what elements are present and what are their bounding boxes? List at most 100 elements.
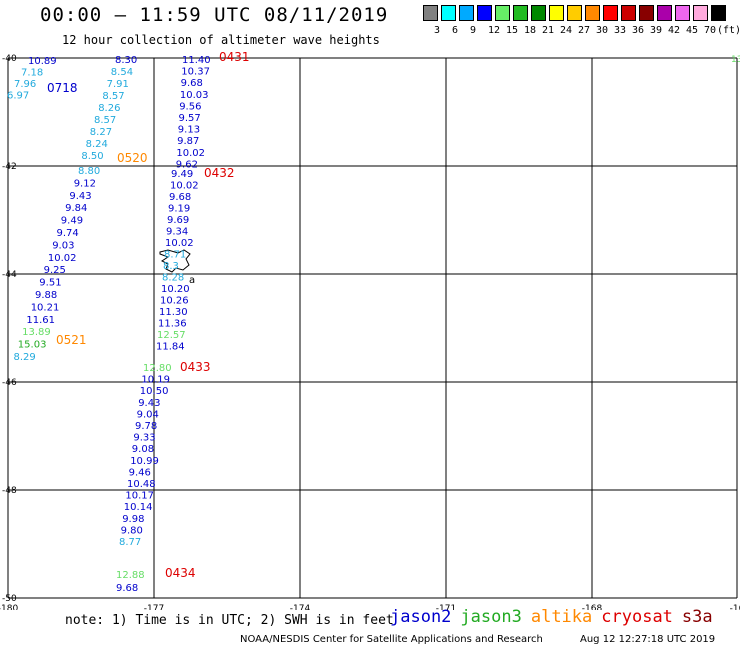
wave-height-value: 7.91 <box>107 79 129 90</box>
x-tick-label: -174 <box>290 604 311 610</box>
wave-height-value: 9.19 <box>168 204 190 215</box>
scale-swatch <box>603 5 618 21</box>
wave-height-value: 13.89 <box>22 327 51 338</box>
wave-height-value: 8.77 <box>119 537 141 548</box>
scale-swatch <box>711 5 726 21</box>
scale-swatch <box>549 5 564 21</box>
wave-height-value: 10.02 <box>170 181 199 192</box>
wave-height-value: 7.96 <box>14 79 36 90</box>
wave-height-value: 10.20 <box>161 284 190 295</box>
scale-swatch <box>585 5 600 21</box>
wave-height-value: 10.02 <box>48 253 77 264</box>
wave-height-value: 8.80 <box>78 166 100 177</box>
y-tick-label: -50 <box>2 594 17 604</box>
wave-height-value: 8.3 <box>163 261 179 272</box>
footer-note: note: 1) Time is in UTC; 2) SWH is in fe… <box>65 613 394 628</box>
scale-swatch <box>567 5 582 21</box>
wave-height-value: 9.87 <box>177 136 199 147</box>
y-tick-label: -48 <box>2 486 17 496</box>
y-tick-label: -42 <box>2 162 17 172</box>
scale-label: 12 <box>488 25 501 36</box>
y-tick-label: -40 <box>2 54 17 64</box>
pass-time-label: 0718 <box>47 81 78 95</box>
island-outline <box>159 249 191 273</box>
wave-height-value: 8.30 <box>115 55 137 66</box>
wave-height-value: 9.57 <box>179 113 201 124</box>
scale-swatch <box>675 5 690 21</box>
scale-label: 9 <box>470 25 477 36</box>
x-tick-label: -171 <box>436 604 456 610</box>
scale-swatch <box>459 5 474 21</box>
satellite-label: jason2 <box>390 607 452 627</box>
pass-time-label: 0434 <box>165 566 196 580</box>
wave-height-value: 10.02 <box>176 148 205 159</box>
satellite-label: jason3 <box>460 607 522 627</box>
wave-height-value: 9.43 <box>138 398 160 409</box>
scale-swatch <box>657 5 672 21</box>
pass-time-label: 0432 <box>204 166 235 180</box>
scale-swatch <box>513 5 528 21</box>
pass-time-label: 0431 <box>219 50 250 64</box>
wave-height-value: 9.03 <box>52 240 74 251</box>
scale-label: 3 <box>434 25 441 36</box>
scale-unit-label: (ft) <box>717 25 740 36</box>
page-subtitle: 12 hour collection of altimeter wave hei… <box>62 33 380 47</box>
scale-label: 42 <box>668 25 681 36</box>
wave-height-value: 12.80 <box>143 363 172 374</box>
wave-height-value: 8.57 <box>102 91 124 102</box>
x-tick-label: -16 <box>730 604 740 610</box>
wave-height-value: 8.57 <box>94 115 116 126</box>
wave-height-value: 10.26 <box>160 296 189 307</box>
wave-height-value: 15.03 <box>18 340 47 351</box>
wave-height-value: 8.28 <box>162 273 184 284</box>
y-tick-label: -44 <box>2 270 17 280</box>
wave-height-value: 10.21 <box>31 302 60 313</box>
scale-swatch <box>495 5 510 21</box>
island-marker: a <box>189 275 195 286</box>
wave-height-value: 9.98 <box>122 514 144 525</box>
scale-label: 27 <box>578 25 591 36</box>
wave-height-value: 9.68 <box>181 78 203 89</box>
wave-height-value: 9.69 <box>167 215 189 226</box>
satellite-legend: jason2 jason3 altika cryosat s3a <box>390 607 722 627</box>
wave-height-value: 9.68 <box>116 583 138 594</box>
pass-time-label: 0433 <box>180 360 211 374</box>
pass-time-label: 0520 <box>117 151 148 165</box>
scale-label: 18 <box>524 25 537 36</box>
wave-height-value: 10.89 <box>28 56 57 67</box>
satellite-label: altika <box>530 607 593 627</box>
wave-height-value: 10.19 <box>141 375 170 386</box>
scale-label: 30 <box>596 25 609 36</box>
scale-label: 6 <box>452 25 459 36</box>
wave-height-value: 9.43 <box>69 191 91 202</box>
wave-height-value: 11.61 <box>26 315 55 326</box>
wave-height-value: 9.04 <box>137 409 159 420</box>
satellite-label: s3a <box>681 607 713 627</box>
scale-swatch <box>423 5 438 21</box>
wave-height-value: 9.62 <box>176 159 198 170</box>
wave-height-value: 8.50 <box>81 151 103 162</box>
scale-label: 33 <box>614 25 627 36</box>
scale-label: 45 <box>686 25 699 36</box>
pass-time-label: 0521 <box>56 333 87 347</box>
wave-height-value: 10.50 <box>140 386 169 397</box>
scale-swatch <box>477 5 492 21</box>
x-tick-label: -177 <box>144 604 164 610</box>
wave-height-value: 9.80 <box>121 525 143 536</box>
wave-height-value: 9.49 <box>61 216 83 227</box>
wave-height-value: 12.57 <box>157 330 186 341</box>
wave-height-value: 11.40 <box>182 55 211 66</box>
wave-height-value: 9.34 <box>166 227 188 238</box>
wave-height-value: 8.27 <box>90 127 112 138</box>
scale-label: 15 <box>506 25 519 36</box>
wave-height-value: 8.71 <box>164 250 186 261</box>
wave-height-value: 9.51 <box>39 278 61 289</box>
wave-height-value: 7.18 <box>21 68 43 79</box>
wave-height-map: -180 -177 -174 -171 -168 -16 -40 -42 -44 -46 -48 -5… <box>0 50 740 610</box>
generated-timestamp: Aug 12 12:27:18 UTC 2019 <box>580 634 716 645</box>
scale-label: 21 <box>542 25 555 36</box>
wave-height-value: 10.14 <box>124 502 153 513</box>
y-tick-label: -46 <box>2 378 17 388</box>
wave-height-value: 10.03 <box>180 90 209 101</box>
wave-height-value: 12.88 <box>116 570 145 581</box>
